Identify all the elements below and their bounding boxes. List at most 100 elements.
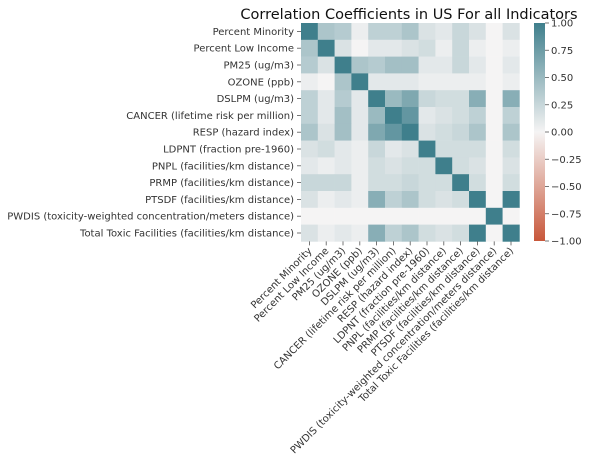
heatmap-cell bbox=[452, 90, 470, 108]
heatmap-cell bbox=[351, 207, 369, 225]
heatmap-cell bbox=[469, 73, 487, 91]
heatmap-cell bbox=[452, 224, 470, 242]
y-tick-label: OZONE (ppb) bbox=[228, 77, 295, 88]
heatmap-cell bbox=[351, 123, 369, 141]
heatmap-cell bbox=[452, 174, 470, 192]
heatmap-cell bbox=[368, 224, 386, 242]
heatmap-cell bbox=[334, 224, 352, 242]
heatmap-cell bbox=[401, 56, 419, 74]
heatmap-cell bbox=[334, 174, 352, 192]
y-tick-label: RESP (hazard index) bbox=[193, 128, 294, 139]
heatmap-cell bbox=[334, 123, 352, 141]
heatmap-cell bbox=[418, 90, 436, 108]
heatmap-cell bbox=[418, 39, 436, 57]
heatmap-cell bbox=[418, 157, 436, 175]
heatmap-cell bbox=[452, 73, 470, 91]
heatmap-cell bbox=[485, 140, 503, 158]
heatmap-cell bbox=[301, 107, 319, 125]
heatmap-cell bbox=[317, 90, 335, 108]
heatmap-cell bbox=[385, 56, 403, 74]
heatmap-cell bbox=[502, 73, 520, 91]
heatmap-cell bbox=[401, 191, 419, 209]
heatmap-cell bbox=[401, 224, 419, 242]
heatmap-cell bbox=[317, 207, 335, 225]
heatmap-cell bbox=[469, 107, 487, 125]
heatmap-cell bbox=[368, 107, 386, 125]
heatmap-cell bbox=[351, 140, 369, 158]
colorbar-tick-label: 0.75 bbox=[551, 46, 573, 57]
heatmap-cell bbox=[435, 56, 453, 74]
heatmap-cell bbox=[469, 39, 487, 57]
colorbar-tick-label: −1.00 bbox=[551, 237, 582, 248]
heatmap-cell bbox=[452, 157, 470, 175]
heatmap-cell bbox=[401, 73, 419, 91]
heatmap-cell bbox=[469, 157, 487, 175]
heatmap-cell bbox=[301, 39, 319, 57]
heatmap-cell bbox=[385, 23, 403, 41]
heatmap-cell bbox=[334, 39, 352, 57]
heatmap-cell bbox=[351, 174, 369, 192]
y-tick-label: Percent Minority bbox=[213, 27, 294, 38]
heatmap-cell bbox=[469, 56, 487, 74]
y-tick-label: Total Toxic Facilities (facilities/km di… bbox=[79, 229, 294, 240]
heatmap-cell bbox=[317, 39, 335, 57]
heatmap-cell bbox=[502, 224, 520, 242]
heatmap-cell bbox=[435, 140, 453, 158]
heatmap-cell bbox=[301, 23, 319, 41]
heatmap-cell bbox=[351, 107, 369, 125]
heatmap-cell bbox=[385, 123, 403, 141]
heatmap-cell bbox=[485, 157, 503, 175]
heatmap-cell bbox=[334, 157, 352, 175]
heatmap-cell bbox=[485, 73, 503, 91]
heatmap-cell bbox=[485, 107, 503, 125]
heatmap-cell bbox=[301, 123, 319, 141]
heatmap-cell bbox=[317, 123, 335, 141]
heatmap-cell bbox=[351, 157, 369, 175]
heatmap-cell bbox=[385, 39, 403, 57]
heatmap-cell bbox=[334, 73, 352, 91]
y-tick-label: PWDIS (toxicity-weighted concentration/m… bbox=[7, 212, 294, 223]
heatmap-cell bbox=[418, 224, 436, 242]
heatmap-cell bbox=[452, 191, 470, 209]
heatmap-cell bbox=[485, 23, 503, 41]
heatmap-cell bbox=[368, 90, 386, 108]
heatmap-cell bbox=[301, 73, 319, 91]
heatmap-cell bbox=[435, 191, 453, 209]
y-tick-label: PNPL (facilities/km distance) bbox=[152, 161, 294, 172]
heatmap-cell bbox=[469, 191, 487, 209]
heatmap-cell bbox=[368, 174, 386, 192]
heatmap-cell bbox=[317, 157, 335, 175]
heatmap-cell bbox=[301, 56, 319, 74]
heatmap-cell bbox=[351, 73, 369, 91]
heatmap-cell bbox=[301, 157, 319, 175]
heatmap-cell bbox=[401, 123, 419, 141]
colorbar-tick-label: −0.50 bbox=[551, 182, 582, 193]
y-tick-label: CANCER (lifetime risk per million) bbox=[126, 111, 294, 122]
heatmap-cell bbox=[351, 23, 369, 41]
colorbar-tick-label: 0.50 bbox=[551, 73, 573, 84]
heatmap-cell bbox=[485, 174, 503, 192]
heatmap-cell bbox=[351, 90, 369, 108]
y-tick-label: Percent Low Income bbox=[194, 44, 294, 55]
heatmap-cell bbox=[317, 23, 335, 41]
heatmap-cell bbox=[418, 191, 436, 209]
heatmap-cell bbox=[435, 123, 453, 141]
heatmap-cell bbox=[351, 191, 369, 209]
heatmap-cell bbox=[385, 224, 403, 242]
heatmap-cell bbox=[351, 56, 369, 74]
heatmap-cell bbox=[368, 157, 386, 175]
heatmap-cell bbox=[502, 207, 520, 225]
colorbar: 1.00 0.75 0.50 0.25 0.00 −0.25 −0.50 −0.75 −1.00 bbox=[534, 19, 582, 248]
heatmap-cell bbox=[502, 56, 520, 74]
heatmap-cell bbox=[435, 39, 453, 57]
heatmap-cell bbox=[317, 191, 335, 209]
heatmap-cell bbox=[485, 191, 503, 209]
heatmap-cell bbox=[368, 207, 386, 225]
heatmap-cell bbox=[334, 107, 352, 125]
heatmap-cell bbox=[334, 56, 352, 74]
y-tick-label: PM25 (ug/m3) bbox=[223, 61, 294, 72]
heatmap-cell bbox=[301, 191, 319, 209]
heatmap-cell bbox=[301, 224, 319, 242]
